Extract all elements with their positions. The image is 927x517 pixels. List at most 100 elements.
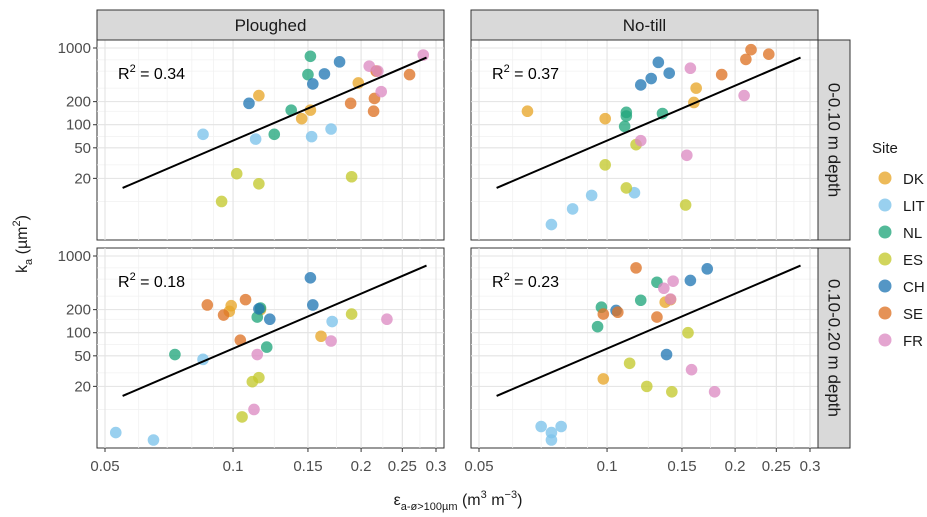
data-point-es: [253, 177, 265, 190]
data-point-se: [715, 68, 728, 81]
y-tick-label: 200: [66, 302, 91, 319]
data-point-es: [623, 357, 636, 370]
data-point-ch: [645, 72, 658, 85]
panel-ploughed-row1: R2 = 0.34: [96, 39, 445, 241]
legend-key-nl: [878, 225, 892, 239]
x-axis-title-mid: m: [487, 492, 505, 509]
y-tick-label: 100: [66, 325, 91, 342]
r-squared-label: R2 = 0.34: [118, 63, 185, 83]
x-tick-label: 0.2: [725, 458, 746, 475]
data-point-fr: [681, 149, 693, 162]
facet-row-label: 0.10-0.20 m depth: [825, 279, 844, 417]
data-point-es: [236, 411, 248, 423]
facet-column-label: No-till: [623, 16, 666, 35]
legend-key-dk: [878, 171, 892, 185]
data-point-fr: [685, 363, 698, 376]
y-tick-label: 50: [74, 140, 91, 157]
data-point-ch: [634, 79, 647, 91]
data-point-dk: [315, 330, 327, 343]
facet-row-label: 0-0.10 m depth: [825, 83, 844, 197]
regression-line: [122, 264, 427, 397]
data-point-es: [682, 326, 694, 339]
data-point-ch: [263, 313, 276, 326]
data-point-fr: [363, 60, 376, 72]
facet-strip-column: [470, 9, 819, 41]
r-squared-sup: 2: [130, 63, 136, 75]
data-point-lit: [566, 203, 579, 215]
y-tick-label: 20: [74, 170, 91, 187]
y-tick-label: 1000: [58, 248, 91, 265]
data-point-fr: [634, 134, 647, 147]
legend-key-fr: [878, 333, 892, 347]
data-point-se: [217, 309, 230, 321]
data-point-dk: [597, 373, 610, 385]
data-point-fr: [684, 62, 697, 75]
x-axis-title-sup2: −3: [505, 489, 518, 501]
r-squared-sup: 2: [130, 271, 136, 283]
data-point-se: [597, 308, 610, 320]
panel-background: [470, 247, 819, 449]
data-point-lit: [325, 123, 337, 135]
r-squared-prefix: R: [118, 274, 130, 291]
data-point-nl: [620, 110, 633, 122]
x-tick-label: 0.25: [762, 458, 791, 475]
data-point-dk: [521, 105, 534, 118]
data-point-ch: [660, 348, 673, 361]
data-point-se: [740, 53, 752, 66]
data-point-nl: [591, 320, 604, 333]
panel-background: [96, 39, 445, 241]
data-point-nl: [285, 104, 298, 116]
x-axis-title-sub: a-ø>100µm: [401, 501, 458, 513]
data-point-fr: [708, 385, 721, 398]
data-point-fr: [251, 348, 264, 361]
y-axis-title-end: ): [14, 215, 31, 220]
data-point-se: [612, 306, 624, 319]
data-point-fr: [664, 293, 677, 305]
r-squared-value: = 0.23: [510, 274, 559, 291]
panel-no-till-row2: R2 = 0.23: [470, 247, 819, 449]
x-tick-label: 0.2: [351, 458, 372, 475]
data-point-se: [239, 293, 252, 306]
r-squared-sup: 2: [504, 63, 510, 75]
data-point-ch: [684, 274, 697, 287]
data-point-se: [403, 68, 416, 81]
legend-label-es: ES: [903, 252, 923, 269]
legend-key-es: [878, 252, 892, 266]
y-axis-title-sub: a: [23, 258, 35, 265]
facet-strip-row: [817, 247, 851, 449]
data-point-se: [234, 334, 247, 346]
data-point-ch: [318, 68, 331, 80]
legend-label-se: SE: [903, 306, 923, 323]
x-tick-label: 0.1: [597, 458, 618, 475]
y-axis-title-main: k: [14, 264, 31, 273]
x-tick-label: 0.05: [464, 458, 493, 475]
data-point-es: [215, 195, 228, 208]
data-point-ch: [243, 97, 255, 110]
legend-label-nl: NL: [903, 225, 922, 242]
y-tick-label: 1000: [58, 40, 91, 57]
data-point-nl: [304, 50, 317, 63]
data-point-fr: [375, 85, 388, 98]
data-point-es: [620, 182, 633, 194]
data-point-dk: [295, 112, 308, 125]
facet-strip-row: [817, 39, 851, 241]
data-point-ch: [253, 303, 265, 315]
data-point-es: [345, 308, 358, 320]
y-tick-label: 100: [66, 117, 91, 134]
x-axis-title: εa-ø>100µm (m3 m−3): [394, 489, 523, 513]
data-point-lit: [326, 315, 338, 328]
data-point-lit: [545, 434, 558, 446]
data-point-nl: [260, 341, 273, 353]
data-point-nl: [302, 68, 314, 81]
data-point-fr: [667, 275, 679, 287]
data-point-es: [666, 385, 678, 398]
data-point-nl: [268, 128, 281, 141]
x-axis-title-end: ): [517, 492, 522, 509]
data-point-dk: [599, 112, 611, 125]
data-point-lit: [305, 130, 318, 143]
data-point-lit: [585, 189, 598, 202]
data-point-fr: [372, 65, 384, 77]
x-tick-label: 0.25: [388, 458, 417, 475]
x-axis-title-main: ε: [394, 492, 401, 509]
